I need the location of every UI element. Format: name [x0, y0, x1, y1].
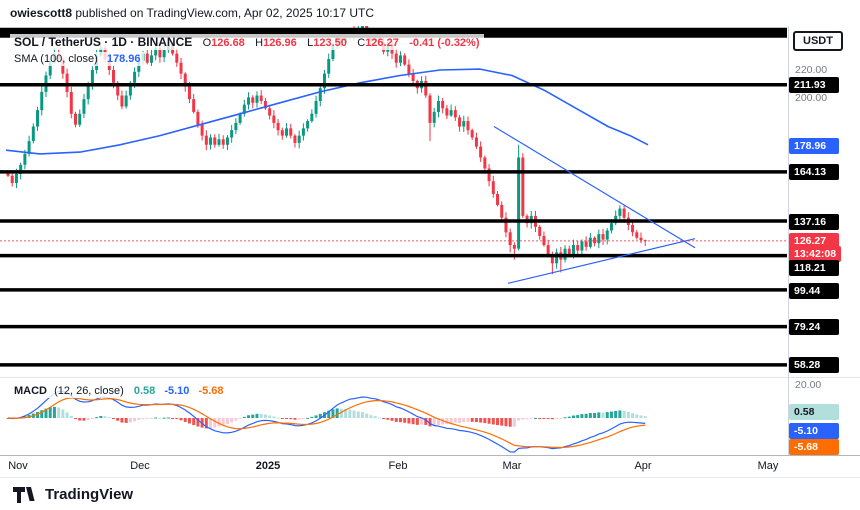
price-badge: 211.93	[789, 77, 839, 93]
axis-tick: 200.00	[795, 92, 828, 104]
price-badge: 164.13	[789, 164, 839, 180]
open-label: O	[202, 37, 212, 49]
close-value: 126.27	[365, 37, 399, 49]
macd-hist-value: 0.58	[133, 385, 156, 397]
price-badge: 118.21	[789, 260, 839, 276]
quote-currency-label: USDT	[793, 31, 843, 51]
sma-value: 178.96	[106, 53, 141, 65]
axis-tick: 220.00	[795, 64, 828, 76]
footer-bar: TradingView	[0, 477, 860, 510]
tradingview-logo-icon[interactable]	[12, 485, 38, 503]
low-label: L	[307, 37, 314, 49]
brand-wordmark: TradingView	[45, 485, 134, 503]
close-label: C	[357, 37, 366, 49]
price-badge: -5.10	[789, 423, 839, 439]
macd-legend: MACD (12, 26, close) 0.58 -5.10 -5.68	[10, 384, 228, 398]
macd-pane	[6, 390, 647, 453]
symbol-title: SOL / TetherUS · 1D · BINANCE	[14, 35, 193, 49]
macd-title: MACD	[14, 385, 47, 397]
macd-signal-value: -5.68	[198, 385, 224, 397]
month-label: Feb	[388, 460, 408, 472]
sma-label: SMA (100, close)	[14, 53, 98, 65]
macd-signal-line	[7, 397, 646, 449]
month-label: 2025	[255, 460, 281, 472]
change-value: -0.41 (-0.32%)	[409, 37, 480, 49]
macd-line	[7, 390, 646, 453]
high-value: 126.96	[263, 37, 297, 49]
open-value: 126.68	[211, 37, 245, 49]
horizontal-levels	[0, 27, 787, 367]
price-axis[interactable]: USDT 220.00 200.00 20.00 211.93 178.96 164.13…	[788, 0, 860, 510]
month-label: Apr	[634, 460, 652, 472]
macd-line-value: -5.10	[164, 385, 190, 397]
sma-legend: SMA (100, close) 178.96	[10, 52, 145, 66]
wedge-trendlines	[493, 126, 696, 284]
price-badge: 0.58	[789, 404, 839, 420]
symbol-legend: SOL / TetherUS · 1D · BINANCE O126.68 H1…	[10, 34, 484, 50]
time-axis[interactable]: Nov Dec 2025 Feb Mar Apr May	[0, 455, 860, 477]
publisher-username: owiescott8	[10, 6, 73, 20]
price-badge: 58.28	[789, 357, 839, 373]
price-badge: 126.27	[789, 233, 839, 249]
low-value: 123.50	[313, 37, 347, 49]
publish-note-text: published on TradingView.com, Apr 02, 20…	[72, 6, 374, 20]
price-badge: -5.68	[789, 439, 839, 455]
month-label: Nov	[8, 460, 28, 472]
macd-params: (12, 26, close)	[54, 385, 124, 397]
month-label: May	[757, 460, 779, 472]
price-badge: 13:42:08	[789, 246, 842, 262]
price-badge: 79.24	[789, 319, 839, 335]
sma-line	[5, 68, 649, 155]
month-label: Dec	[130, 460, 150, 472]
price-badge: 178.96	[789, 138, 839, 154]
publish-note: owiescott8 published on TradingView.com,…	[0, 0, 860, 26]
high-label: H	[255, 37, 264, 49]
month-label: Mar	[502, 460, 522, 472]
price-badge: 137.16	[789, 214, 839, 230]
price-badge: 99.44	[789, 283, 839, 299]
axis-tick: 20.00	[795, 379, 822, 391]
